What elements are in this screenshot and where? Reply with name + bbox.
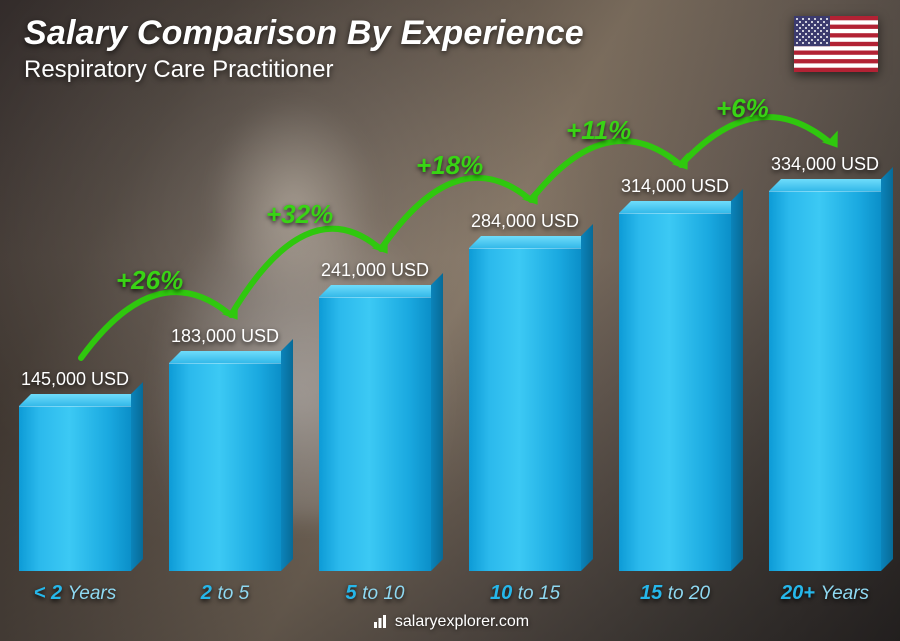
bar-value-label: 334,000 USD xyxy=(750,154,900,175)
chart-bar xyxy=(319,297,431,571)
bar-group: 314,000 USD 15 to 20 xyxy=(600,101,750,571)
bar-value-label: 145,000 USD xyxy=(0,369,150,390)
chart-bar xyxy=(469,248,581,571)
bar-group: 241,000 USD 5 to 10 xyxy=(300,101,450,571)
chart-bar xyxy=(169,363,281,571)
chart-bar xyxy=(769,191,881,571)
bar-group: 284,000 USD 10 to 15 xyxy=(450,101,600,571)
category-label: 15 to 20 xyxy=(600,582,750,605)
category-label: < 2 Years xyxy=(0,582,150,605)
footer-text: salaryexplorer.com xyxy=(395,613,529,630)
footer-attribution: salaryexplorer.com xyxy=(0,613,900,631)
bar-value-label: 284,000 USD xyxy=(450,211,600,232)
logo-icon xyxy=(371,613,389,631)
category-label: 5 to 10 xyxy=(300,582,450,605)
bar-value-label: 241,000 USD xyxy=(300,260,450,281)
category-label: 2 to 5 xyxy=(150,582,300,605)
bar-group: 334,000 USD 20+ Years xyxy=(750,101,900,571)
category-label: 10 to 15 xyxy=(450,582,600,605)
chart-bar xyxy=(619,213,731,571)
chart-bar xyxy=(19,406,131,571)
chart-title: Salary Comparison By Experience xyxy=(24,14,584,53)
bar-group: 183,000 USD 2 to 5 xyxy=(150,101,300,571)
bar-value-label: 183,000 USD xyxy=(150,326,300,347)
chart-subtitle: Respiratory Care Practitioner xyxy=(24,56,333,84)
bar-chart: +26% +32% +18% +11% +6% 145,000 USD xyxy=(0,101,900,571)
bar-group: 145,000 USD < 2 Years xyxy=(0,101,150,571)
country-flag-icon xyxy=(794,16,878,72)
bar-value-label: 314,000 USD xyxy=(600,176,750,197)
category-label: 20+ Years xyxy=(750,582,900,605)
infographic-stage: Salary Comparison By Experience Respirat… xyxy=(0,0,900,641)
